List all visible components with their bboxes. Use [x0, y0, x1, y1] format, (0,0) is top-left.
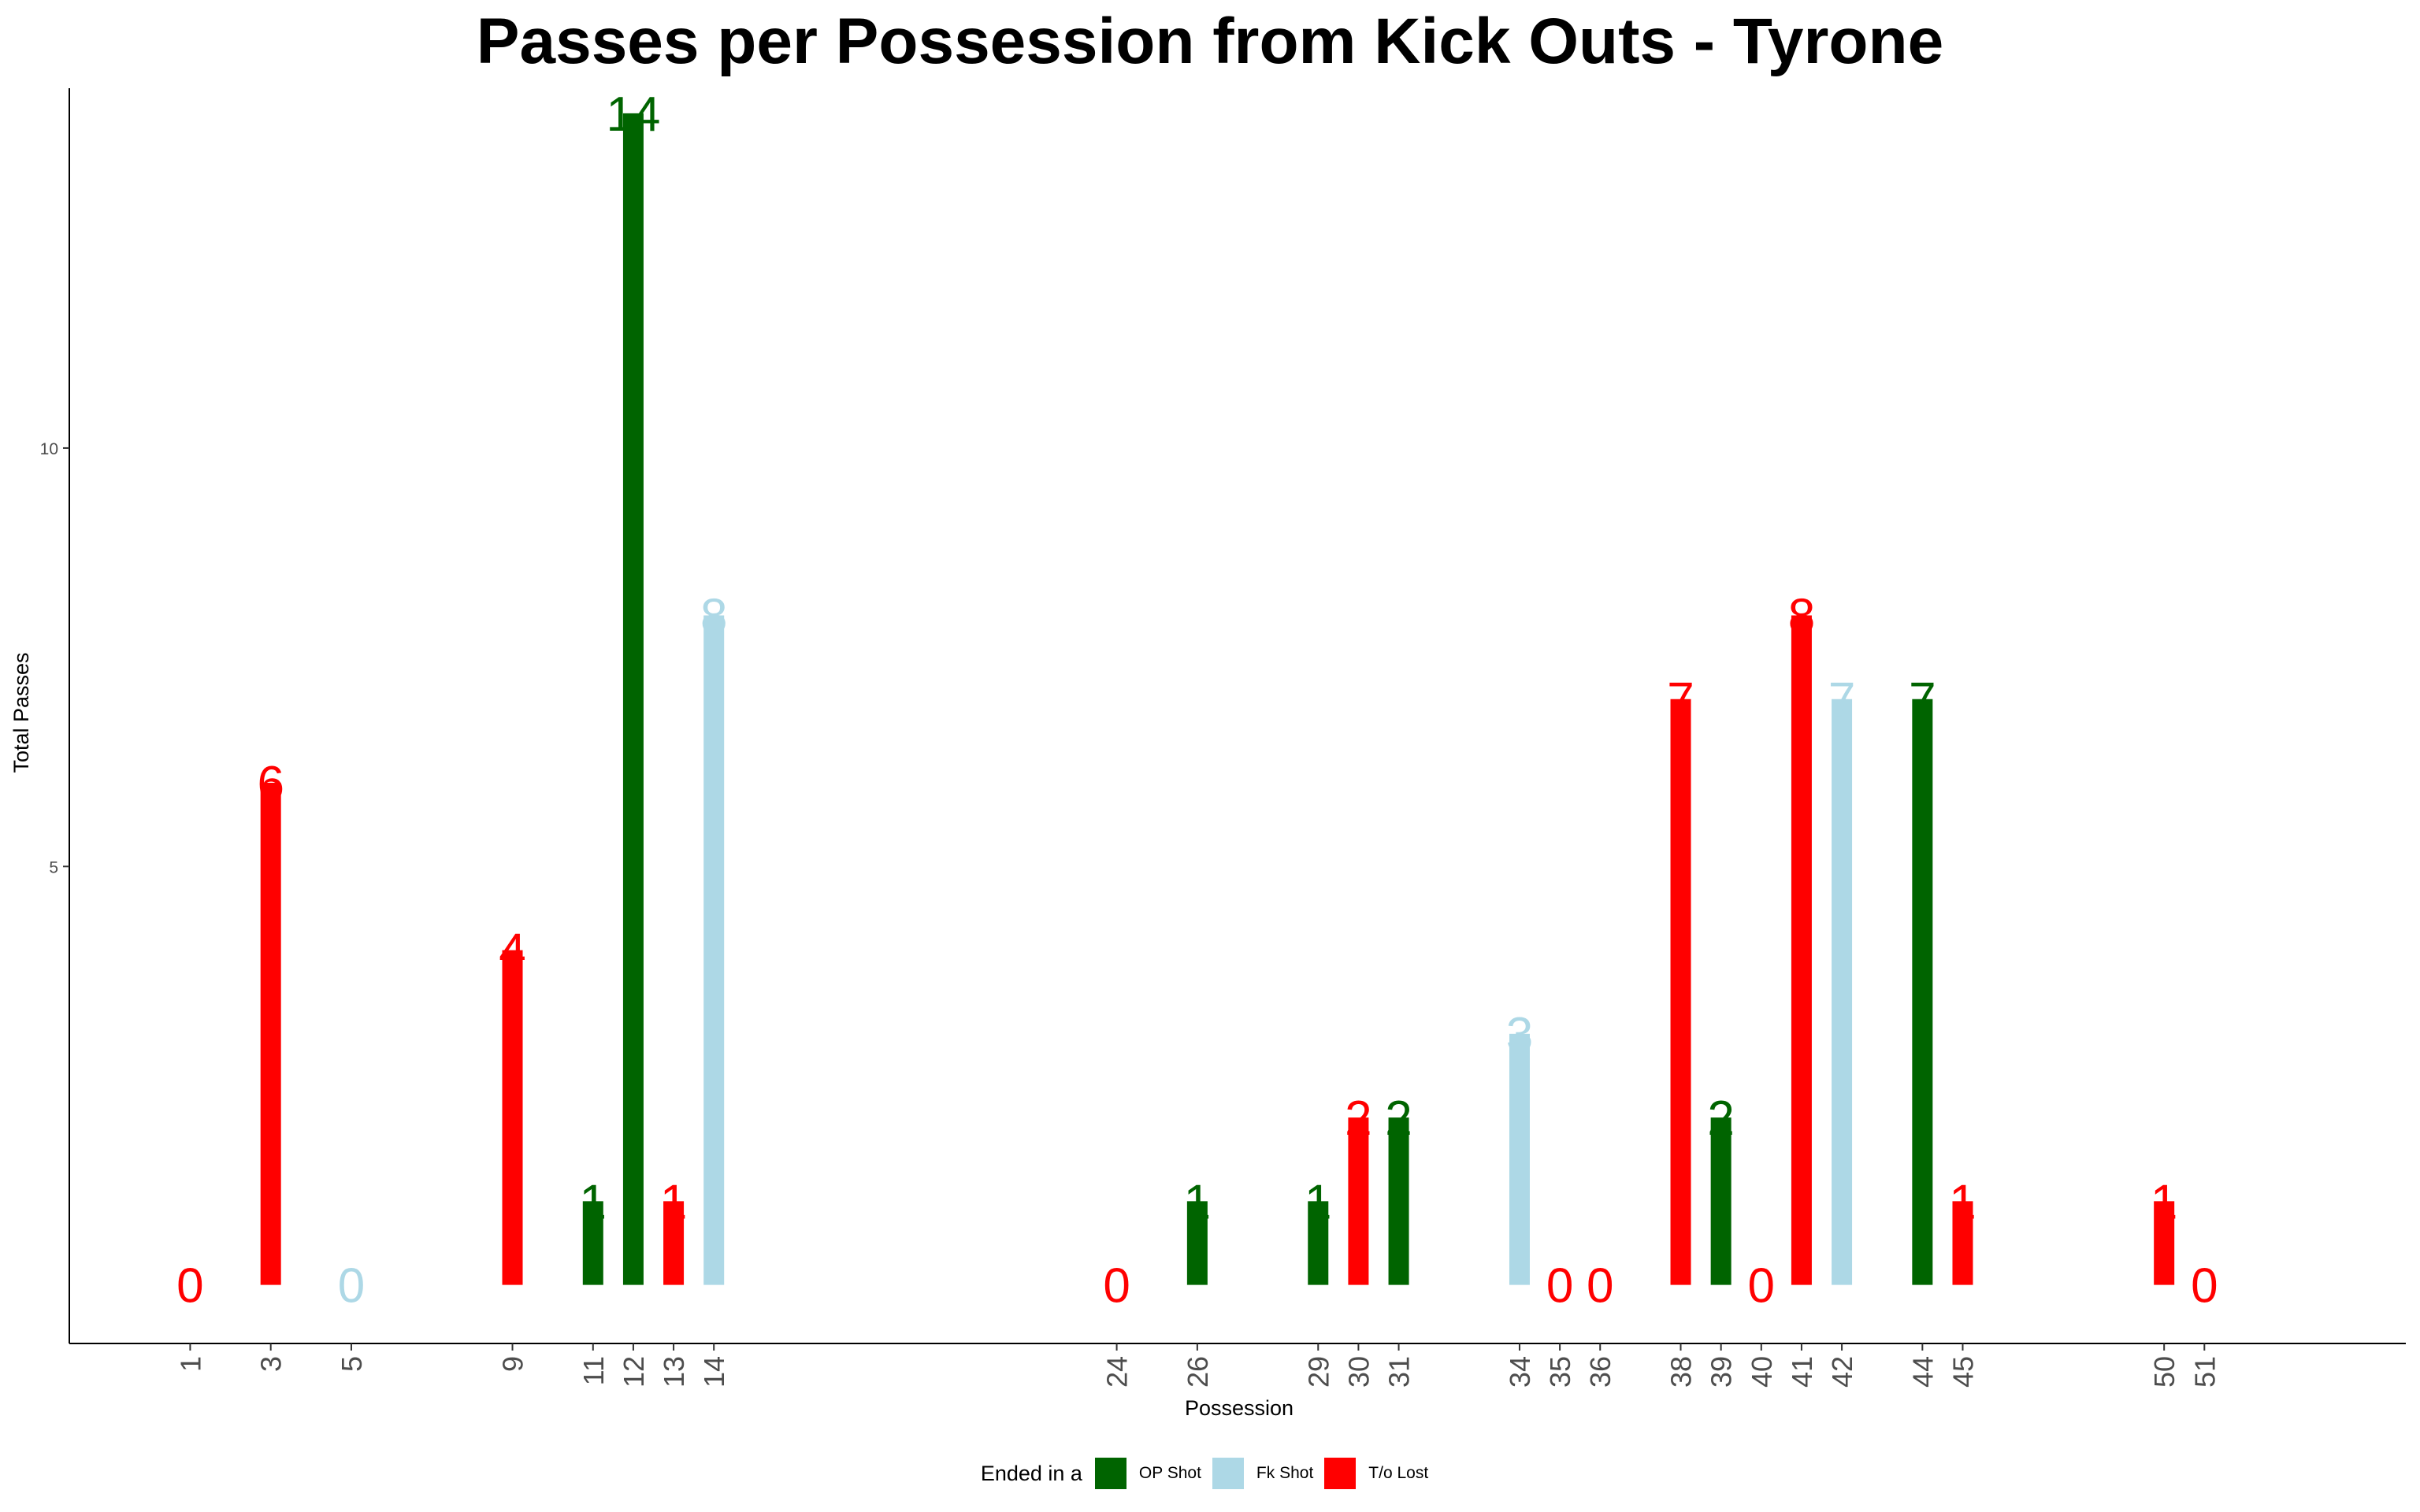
data-label: 14 — [606, 87, 660, 142]
legend-title: Ended in a — [980, 1461, 1082, 1485]
x-tick-label: 3 — [255, 1356, 288, 1372]
data-label: 8 — [700, 589, 727, 643]
bar-11-op-shot — [582, 1201, 603, 1285]
data-label: 3 — [1506, 1008, 1533, 1062]
x-tick-label: 39 — [1706, 1356, 1738, 1388]
chart-title: Passes per Possession from Kick Outs - T… — [476, 6, 1944, 77]
x-tick-label: 14 — [698, 1356, 730, 1388]
bar-29-op-shot — [1308, 1201, 1329, 1285]
data-label: 2 — [1385, 1091, 1412, 1146]
x-tick-label: 50 — [2148, 1356, 2181, 1388]
bar-34-fk-shot — [1509, 1033, 1530, 1285]
x-tick-label: 1 — [174, 1356, 206, 1372]
x-tick-label: 40 — [1746, 1356, 1778, 1388]
bar-45-t-o-lost — [1952, 1201, 1973, 1285]
y-tick-label: 5 — [49, 858, 58, 876]
x-tick-label: 26 — [1182, 1356, 1214, 1388]
x-tick-label: 30 — [1342, 1356, 1375, 1388]
data-label: 4 — [499, 925, 525, 979]
x-tick-label: 41 — [1786, 1356, 1818, 1388]
axes — [69, 88, 2406, 1344]
data-label: 0 — [1587, 1259, 1613, 1314]
legend-item-op-shot: OP Shot — [1094, 1458, 1201, 1489]
data-label: 0 — [1546, 1259, 1573, 1314]
legend-swatch-op-shot — [1094, 1458, 1126, 1489]
x-tick-label: 24 — [1101, 1356, 1134, 1388]
legend-label-fk-shot: Fk Shot — [1256, 1464, 1314, 1482]
data-label: 1 — [580, 1175, 607, 1229]
data-label: 0 — [2191, 1259, 2218, 1314]
legend-swatch-to-lost — [1324, 1458, 1357, 1489]
x-axis-title: Possession — [1185, 1396, 1294, 1420]
data-label: 1 — [2151, 1175, 2177, 1229]
data-label: 0 — [176, 1259, 203, 1314]
x-tick-label: 9 — [497, 1356, 529, 1372]
y-tick-label: 10 — [40, 440, 58, 458]
data-label: 0 — [338, 1259, 365, 1314]
y-ticks: 5 10 — [40, 440, 69, 876]
x-tick-label: 31 — [1383, 1356, 1416, 1388]
x-tick-label: 44 — [1906, 1356, 1939, 1388]
x-tick-label: 42 — [1826, 1356, 1858, 1388]
x-tick-label: 38 — [1665, 1356, 1698, 1388]
bar-30-t-o-lost — [1348, 1117, 1369, 1285]
data-label: 1 — [1305, 1175, 1331, 1229]
x-tick-label: 29 — [1302, 1356, 1334, 1388]
bar-31-op-shot — [1388, 1117, 1409, 1285]
bar-39-op-shot — [1710, 1117, 1731, 1285]
data-label: 8 — [1788, 589, 1815, 643]
data-label: 1 — [1949, 1175, 1976, 1229]
bar-38-t-o-lost — [1670, 699, 1691, 1285]
data-label: 6 — [257, 757, 284, 811]
x-tick-label: 13 — [658, 1356, 690, 1388]
bar-14-fk-shot — [703, 615, 725, 1285]
data-label: 1 — [1184, 1175, 1211, 1229]
bar-13-t-o-lost — [663, 1201, 685, 1285]
bars — [260, 113, 2175, 1285]
data-label: 0 — [1103, 1259, 1130, 1314]
x-tick-label: 34 — [1504, 1356, 1536, 1388]
x-tick-label: 45 — [1947, 1356, 1979, 1388]
data-label: 2 — [1345, 1091, 1371, 1146]
data-label: 7 — [1667, 673, 1694, 728]
bar-9-t-o-lost — [502, 950, 523, 1285]
data-label: 2 — [1707, 1091, 1734, 1146]
y-axis-title: Total Passes — [9, 652, 33, 773]
bar-44-op-shot — [1912, 699, 1933, 1285]
x-tick-label: 11 — [577, 1356, 610, 1385]
x-tick-label: 5 — [336, 1356, 368, 1372]
bar-26-op-shot — [1186, 1201, 1208, 1285]
data-label: 1 — [660, 1175, 687, 1229]
bar-50-t-o-lost — [2154, 1201, 2175, 1285]
x-tick-label: 35 — [1544, 1356, 1576, 1388]
bar-41-t-o-lost — [1791, 615, 1812, 1285]
x-tick-label: 36 — [1584, 1356, 1616, 1388]
legend-item-to-lost: T/o Lost — [1324, 1458, 1428, 1489]
x-tick-label: 12 — [618, 1356, 650, 1388]
x-tick-label: 51 — [2188, 1356, 2221, 1388]
data-label: 7 — [1909, 673, 1936, 728]
bar-3-t-o-lost — [260, 783, 281, 1285]
bar-42-fk-shot — [1832, 699, 1853, 1285]
legend-item-fk-shot: Fk Shot — [1212, 1458, 1313, 1489]
legend-swatch-fk-shot — [1212, 1458, 1244, 1489]
legend-label-op-shot: OP Shot — [1138, 1464, 1201, 1482]
data-label: 0 — [1748, 1259, 1775, 1314]
x-ticks: 1 3 5 9 11 12 13 14 24 26 29 30 31 34 35 36 38 39 40 41 42 44… — [174, 1343, 2221, 1388]
data-label: 7 — [1828, 673, 1855, 728]
bar-12-op-shot — [622, 113, 644, 1285]
legend: Ended in a OP Shot Fk Shot T/o Lost — [0, 1454, 2420, 1493]
legend-label-to-lost: T/o Lost — [1368, 1464, 1429, 1482]
